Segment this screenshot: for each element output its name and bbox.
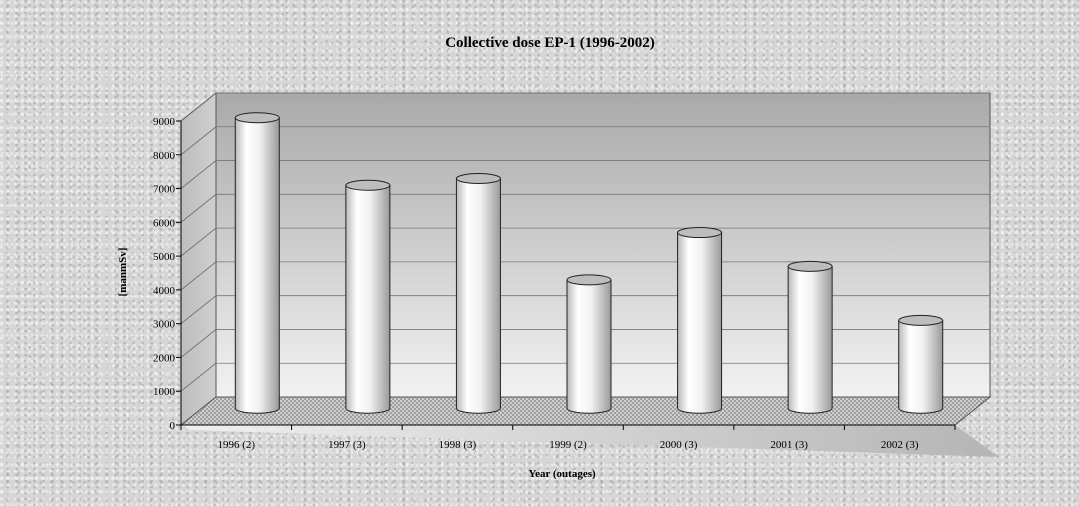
- bar-body: [898, 319, 944, 414]
- x-tick-label: 2002 (3): [881, 439, 919, 451]
- bar: [677, 227, 723, 414]
- x-axis-label: Year (outages): [528, 468, 596, 480]
- y-tick-label: 0: [170, 420, 176, 432]
- y-tick-label: 1000: [153, 386, 176, 398]
- bar-body: [566, 279, 612, 414]
- y-axis: 0 1000 2000 3000 4000 5000 6000 7000 8000 9000: [153, 116, 182, 432]
- gridline-side: [180, 126, 217, 156]
- bar-top: [345, 179, 391, 191]
- y-tick-label: 2000: [153, 352, 176, 364]
- floor-front-shading: [181, 425, 999, 457]
- bar: [455, 173, 501, 414]
- bar: [898, 314, 944, 414]
- y-tick-label: 9000: [153, 116, 176, 128]
- y-tick-label: 7000: [153, 184, 176, 196]
- x-axis: 1996 (2) 1997 (3) 1998 (3) 1999 (2) 2000 (3)…: [180, 424, 956, 451]
- bar: [234, 112, 280, 414]
- y-tick-label: 4000: [153, 285, 176, 297]
- bars: [234, 112, 944, 414]
- gridline-side: [180, 362, 217, 392]
- gridline-side: [180, 227, 217, 257]
- bar: [345, 179, 391, 414]
- bar-top: [234, 112, 280, 124]
- bar-body: [345, 184, 391, 414]
- bar-top: [455, 173, 501, 185]
- bar-body: [234, 117, 280, 414]
- side-wall: [180, 91, 217, 427]
- y-tick-label: 6000: [153, 217, 176, 229]
- y-tick-label: 8000: [153, 150, 176, 162]
- bar-top: [566, 274, 612, 286]
- x-tick-label: 1999 (2): [549, 439, 587, 451]
- y-tick-label: 3000: [153, 319, 176, 331]
- y-axis-label: [manmSv]: [117, 248, 129, 297]
- bar-top: [677, 227, 723, 239]
- gridline-side: [180, 295, 217, 324]
- gridline-side: [180, 194, 217, 223]
- gridline-side: [180, 261, 217, 291]
- bar: [566, 274, 612, 414]
- x-tick-label: 2000 (3): [660, 439, 698, 451]
- bar-body: [787, 265, 833, 414]
- bar-body: [677, 232, 723, 414]
- x-tick-label: 1998 (3): [439, 439, 477, 451]
- gridline-side: [180, 329, 217, 358]
- bar-top: [787, 260, 833, 272]
- bar-body: [455, 178, 501, 414]
- x-tick-label: 2001 (3): [770, 439, 808, 451]
- bar-top: [898, 314, 944, 326]
- x-tick-label: 1996 (2): [217, 439, 255, 451]
- gridline-side: [180, 92, 217, 122]
- chart-title: Collective dose EP-1 (1996-2002): [445, 35, 655, 51]
- gridline-side: [180, 160, 217, 189]
- bar: [787, 260, 833, 414]
- y-tick-label: 5000: [153, 251, 176, 263]
- x-tick-label: 1997 (3): [328, 439, 366, 451]
